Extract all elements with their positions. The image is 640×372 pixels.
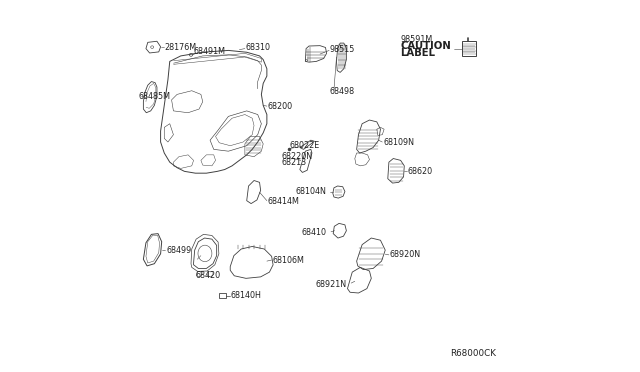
Text: 98591M: 98591M xyxy=(401,35,433,44)
Text: 68200: 68200 xyxy=(268,102,293,110)
Text: 68104N: 68104N xyxy=(295,187,326,196)
Text: 68499: 68499 xyxy=(166,246,191,254)
Text: 68491M: 68491M xyxy=(193,46,225,56)
Text: 68213: 68213 xyxy=(282,158,307,167)
Text: 68620: 68620 xyxy=(408,167,433,176)
Text: 68410: 68410 xyxy=(302,228,327,237)
Text: 68106M: 68106M xyxy=(273,256,304,264)
Text: 68420: 68420 xyxy=(196,271,221,280)
Text: 68140H: 68140H xyxy=(231,291,262,301)
Text: R68000CK: R68000CK xyxy=(450,349,496,358)
Text: 68109N: 68109N xyxy=(383,138,414,147)
Text: 98515: 98515 xyxy=(330,45,355,54)
Text: 28176M: 28176M xyxy=(164,43,196,52)
Text: 68921N: 68921N xyxy=(316,280,347,289)
Text: 68220N: 68220N xyxy=(282,152,313,161)
Text: LABEL: LABEL xyxy=(401,48,436,58)
Text: 68485M: 68485M xyxy=(139,92,171,101)
Text: 68022E: 68022E xyxy=(290,141,320,150)
Text: 68310: 68310 xyxy=(246,43,271,52)
Text: 68414M: 68414M xyxy=(268,197,300,206)
Text: 68498: 68498 xyxy=(330,87,355,96)
Text: 68920N: 68920N xyxy=(390,250,420,259)
Text: CAUTION: CAUTION xyxy=(401,41,451,51)
